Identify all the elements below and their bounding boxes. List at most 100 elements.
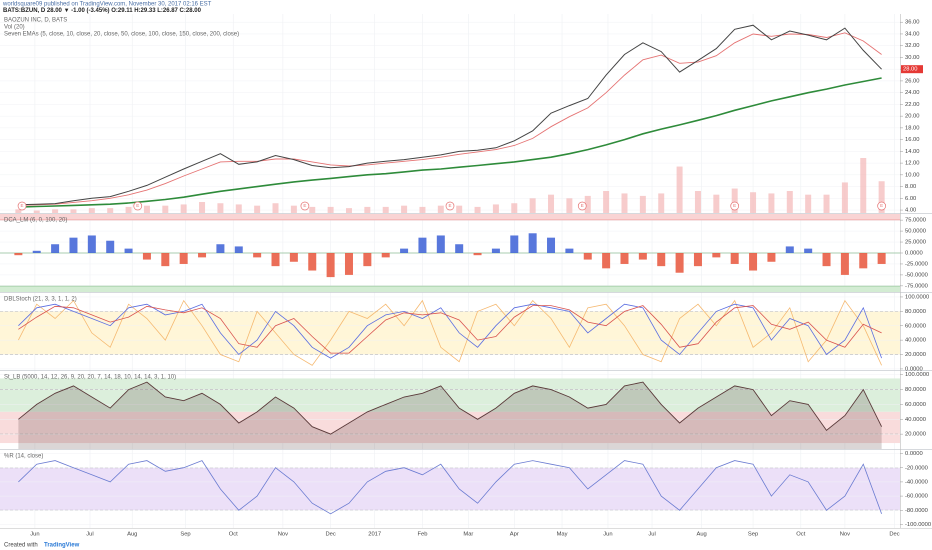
histogram-bar — [657, 253, 666, 267]
y-tick-label: -50.0000 — [905, 272, 928, 278]
legend-volume: Vol (20) — [4, 25, 25, 31]
y-tick-label: 24.00 — [905, 90, 920, 96]
band — [0, 411, 900, 444]
footer-created: Created with — [4, 543, 38, 549]
event-marker — [877, 201, 886, 211]
y-tick-label: 12.00 — [905, 161, 920, 167]
y-tick-label: 100.0000 — [905, 294, 929, 300]
y-tick-label: -40.0000 — [905, 479, 928, 485]
histogram-bar — [675, 253, 684, 273]
histogram-bar — [14, 253, 23, 256]
y-tick-label: 0.0000 — [905, 366, 923, 372]
x-tick-label: Feb — [417, 532, 427, 538]
event-marker — [730, 201, 740, 211]
event-label: E — [581, 203, 584, 208]
volume-bar — [401, 205, 408, 213]
volume-bar — [437, 205, 444, 213]
x-tick-label: May — [557, 532, 568, 538]
histogram-bar — [32, 250, 41, 253]
pane-title: St_LB (5000, 14, 12, 26, 9, 20, 20, 7, 1… — [4, 375, 176, 381]
pane-title: BAOZUN INC, D, BATS — [4, 18, 67, 24]
histogram-bar — [638, 253, 647, 260]
y-tick-label: 20.0000 — [905, 432, 926, 438]
event-marker — [300, 201, 310, 211]
x-tick-label: Nov — [840, 532, 850, 538]
volume-bar — [566, 198, 573, 213]
x-tick-label: Sep — [748, 532, 758, 538]
band — [0, 311, 900, 355]
volume-bar — [143, 205, 150, 213]
volume-bar — [768, 193, 775, 213]
band — [0, 378, 900, 412]
footer-brand: TradingView — [44, 543, 80, 549]
histogram-bar — [455, 244, 464, 253]
volume-bar — [199, 202, 206, 213]
histogram-bar — [289, 253, 298, 262]
volume-bar — [52, 209, 59, 213]
volume-bar — [694, 191, 701, 213]
histogram-bar — [491, 248, 500, 253]
x-tick-label: Dec — [889, 532, 899, 538]
y-tick-label: 34.00 — [905, 31, 920, 37]
volume-bar — [584, 195, 591, 213]
x-tick-label: Jun — [30, 532, 39, 538]
volume-bar — [364, 206, 371, 213]
histogram-bar — [216, 244, 225, 253]
volume-bar — [713, 194, 720, 213]
price-line — [18, 24, 882, 206]
histogram-bar — [693, 253, 702, 267]
y-tick-label: -75.0000 — [905, 283, 928, 289]
y-tick-label: 32.00 — [905, 43, 920, 49]
histogram-bar — [822, 253, 831, 267]
last-price-box — [901, 65, 923, 74]
volume-bar — [272, 203, 279, 213]
histogram-bar — [620, 253, 629, 264]
volume-bar — [750, 192, 757, 213]
pane-title: %R (14, close) — [4, 454, 43, 460]
histogram-bar — [583, 253, 592, 260]
volume-bar — [786, 191, 793, 213]
x-tick-label: Mar — [463, 532, 473, 538]
volume-bar — [731, 188, 738, 213]
histogram-bar — [381, 253, 390, 258]
band — [0, 285, 900, 292]
volume-bar — [658, 193, 665, 213]
histogram-bar — [87, 235, 96, 253]
y-tick-label: 75.0000 — [905, 218, 926, 224]
y-tick-label: 20.0000 — [905, 352, 926, 358]
volume-bar — [603, 191, 610, 213]
histogram-bar — [602, 253, 611, 269]
histogram-bar — [198, 253, 207, 258]
histogram-bar — [363, 253, 372, 267]
volume-bar — [327, 206, 334, 213]
series-line — [18, 303, 882, 359]
y-tick-label: 6.00 — [905, 196, 916, 202]
y-tick-label: 20.00 — [905, 114, 920, 120]
histogram-bar — [253, 253, 262, 258]
y-tick-label: 0.0000 — [905, 251, 923, 257]
last-price-label: 28.00 — [903, 67, 918, 73]
event-label: E — [880, 203, 883, 208]
histogram-bar — [565, 248, 574, 253]
y-tick-label: 80.0000 — [905, 387, 926, 393]
histogram-bar — [436, 235, 445, 253]
volume-bar — [492, 204, 499, 213]
x-tick-label: Oct — [796, 532, 805, 538]
event-marker — [17, 201, 27, 211]
pane-title: DCA_LM (6, 0, 100, 20) — [4, 218, 67, 224]
histogram-bar — [547, 237, 556, 253]
event-label: E — [448, 203, 451, 208]
histogram-bar — [124, 248, 133, 253]
histogram-bar — [308, 253, 317, 271]
volume-bar — [878, 181, 885, 213]
ema-line — [18, 32, 882, 206]
legend-emas: Seven EMAs (5, close, 10, close, 20, clo… — [4, 32, 239, 38]
volume-bar — [217, 203, 224, 213]
histogram-bar — [142, 253, 151, 260]
y-tick-label: 18.00 — [905, 125, 920, 131]
volume-bar — [290, 205, 297, 213]
y-tick-label: -25.0000 — [905, 261, 928, 267]
grid — [0, 14, 932, 528]
histogram-bar — [106, 240, 115, 253]
